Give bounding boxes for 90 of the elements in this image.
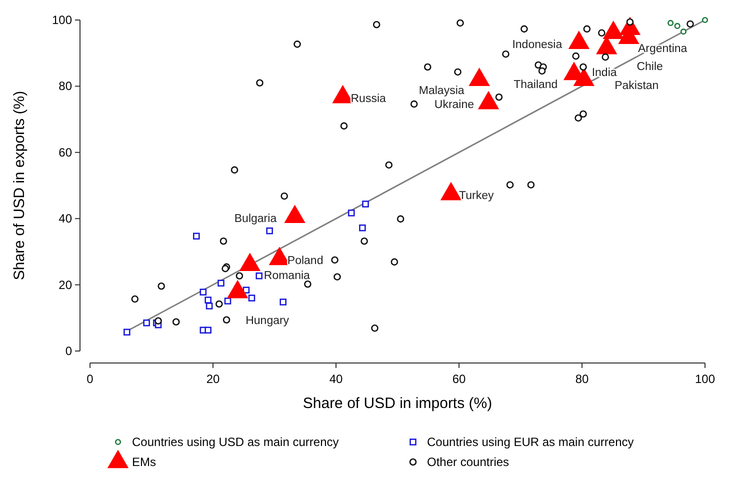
point [680, 28, 687, 35]
point [331, 256, 338, 264]
point [266, 227, 273, 234]
point [456, 19, 464, 27]
point [158, 282, 165, 290]
point [520, 25, 528, 33]
point [371, 324, 378, 332]
point [396, 215, 404, 223]
point [506, 181, 514, 188]
x-tick-label: 20 [206, 372, 220, 386]
point [172, 318, 180, 326]
point [583, 25, 591, 33]
x-axis-title: Share of USD in imports (%) [302, 395, 492, 412]
point [222, 316, 230, 324]
legend-label: Countries using USD as main currency [132, 435, 339, 449]
point [502, 50, 510, 58]
y-axis-title: Share of USD in exports (%) [11, 90, 28, 280]
legend-label: Countries using EUR as main currency [427, 435, 634, 449]
y-tick-label: 0 [65, 344, 72, 358]
point [668, 20, 674, 26]
point [256, 272, 263, 280]
point [574, 114, 582, 122]
point [348, 210, 355, 216]
point [390, 258, 398, 266]
annotation: Ukraine [434, 99, 474, 112]
legend-label: EMs [132, 455, 156, 469]
point [248, 294, 256, 302]
y-tick-label: 100 [52, 13, 72, 27]
point [200, 288, 207, 296]
point [495, 93, 503, 101]
point [598, 29, 606, 37]
point [527, 181, 535, 188]
y-tick-label: 80 [58, 79, 72, 94]
point [304, 280, 312, 288]
point [236, 272, 244, 280]
annotation: Romania [264, 270, 311, 282]
point [538, 67, 546, 75]
point [385, 161, 393, 169]
y-tick-label: 60 [58, 145, 72, 160]
point [204, 326, 212, 334]
x-tick-label: 80 [575, 372, 589, 386]
annotation: Poland [287, 254, 324, 267]
point [372, 20, 380, 28]
point [192, 232, 200, 240]
point [204, 296, 212, 304]
point [362, 200, 369, 208]
annotation: Bulgaria [234, 212, 278, 225]
point [454, 68, 462, 76]
point [602, 53, 610, 61]
point [424, 63, 432, 71]
annotation: Thailand [514, 78, 558, 91]
point [216, 300, 223, 308]
annotation: Hungary [246, 315, 290, 328]
y-tick-label: 40 [58, 212, 72, 226]
point [686, 20, 694, 28]
annotation: Indonesia [512, 38, 563, 51]
y-tick-label: 20 [58, 278, 72, 292]
annotation: Chile [636, 60, 663, 73]
point [580, 63, 587, 71]
point [206, 302, 213, 310]
point [580, 110, 587, 118]
point [242, 286, 250, 294]
point [224, 298, 232, 304]
point [280, 192, 288, 200]
annotation: Russia [350, 93, 387, 106]
annotation: Malaysia [418, 84, 465, 97]
x-tick-label: 40 [329, 372, 343, 386]
point [410, 100, 418, 108]
point [230, 166, 238, 174]
point [359, 224, 366, 232]
point [220, 237, 228, 245]
point [294, 40, 301, 48]
point [702, 16, 708, 24]
annotation: Turkey [459, 190, 494, 202]
point [124, 328, 130, 336]
x-tick-label: 60 [452, 372, 466, 386]
point [256, 79, 264, 87]
point [572, 52, 580, 60]
point [218, 280, 224, 287]
point [334, 273, 341, 281]
annotation: Pakistan [614, 80, 659, 92]
point [360, 237, 368, 245]
point [340, 122, 348, 130]
x-tick-label: 0 [86, 372, 94, 386]
point [131, 295, 139, 303]
point [674, 22, 680, 30]
x-tick-label: 100 [694, 372, 716, 386]
legend-label: Other countries [427, 455, 510, 469]
point [280, 298, 287, 306]
point [143, 319, 150, 326]
